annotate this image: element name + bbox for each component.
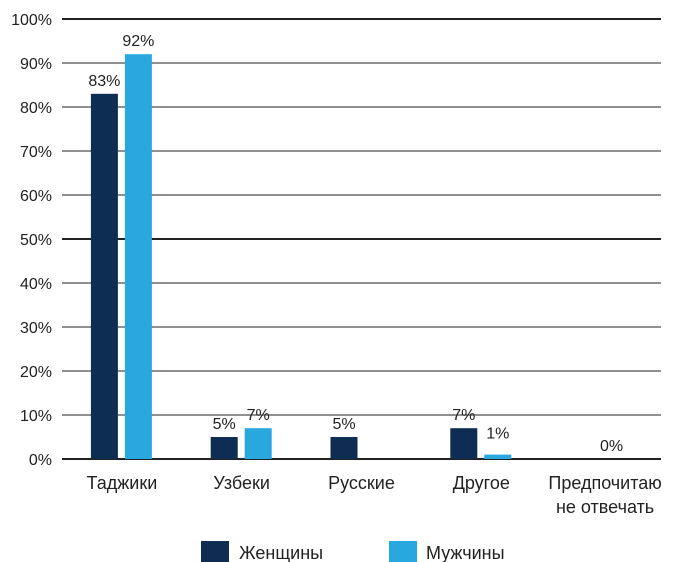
bar-women xyxy=(210,437,238,459)
bars xyxy=(90,54,512,460)
y-tick-label: 30% xyxy=(20,320,52,337)
y-tick-label: 100% xyxy=(11,12,52,29)
y-tick-label: 50% xyxy=(20,232,52,249)
y-tick-label: 0% xyxy=(29,452,52,469)
bar-men xyxy=(124,54,152,459)
data-label: 1% xyxy=(486,426,509,443)
x-category-label: Узбеки xyxy=(213,473,270,493)
y-tick-label: 80% xyxy=(20,100,52,117)
x-category-label: не отвечать xyxy=(556,497,654,517)
x-category-label: Предпочитаю xyxy=(548,473,661,493)
legend-label-men: Мужчины xyxy=(426,543,505,562)
x-category-label: Другое xyxy=(453,473,510,493)
y-axis: 0% 10% 20% 30% 40% 50% 60% 70% 80% 90% 100% xyxy=(11,12,52,469)
legend-swatch-men xyxy=(389,541,417,562)
data-label: 92% xyxy=(122,33,154,50)
legend-swatch-women xyxy=(201,541,229,562)
legend-label-women: Женщины xyxy=(239,543,323,562)
bar-women xyxy=(90,93,118,460)
x-axis: Таджики Узбеки Русские Другое Предпочитаю не … xyxy=(87,473,662,517)
bar-women xyxy=(450,428,478,459)
data-label: 7% xyxy=(247,407,270,424)
data-label: 83% xyxy=(88,73,120,90)
y-tick-label: 10% xyxy=(20,408,52,425)
data-labels: 83% 92% 5% 7% 5% 7% 1% 0% xyxy=(88,33,623,455)
x-category-label: Таджики xyxy=(87,473,158,493)
bar-women xyxy=(330,437,358,459)
grid-lines xyxy=(62,18,661,460)
data-label: 5% xyxy=(213,416,236,433)
y-tick-label: 40% xyxy=(20,276,52,293)
data-label: 5% xyxy=(332,416,355,433)
y-tick-label: 70% xyxy=(20,144,52,161)
data-label: 7% xyxy=(452,407,475,424)
bar-men xyxy=(244,428,272,459)
x-category-label: Русские xyxy=(328,473,395,493)
legend: Женщины Мужчины xyxy=(201,541,505,562)
y-tick-label: 20% xyxy=(20,364,52,381)
y-tick-label: 60% xyxy=(20,188,52,205)
y-tick-label: 90% xyxy=(20,56,52,73)
bar-men xyxy=(484,454,512,459)
data-label: 0% xyxy=(600,438,623,455)
